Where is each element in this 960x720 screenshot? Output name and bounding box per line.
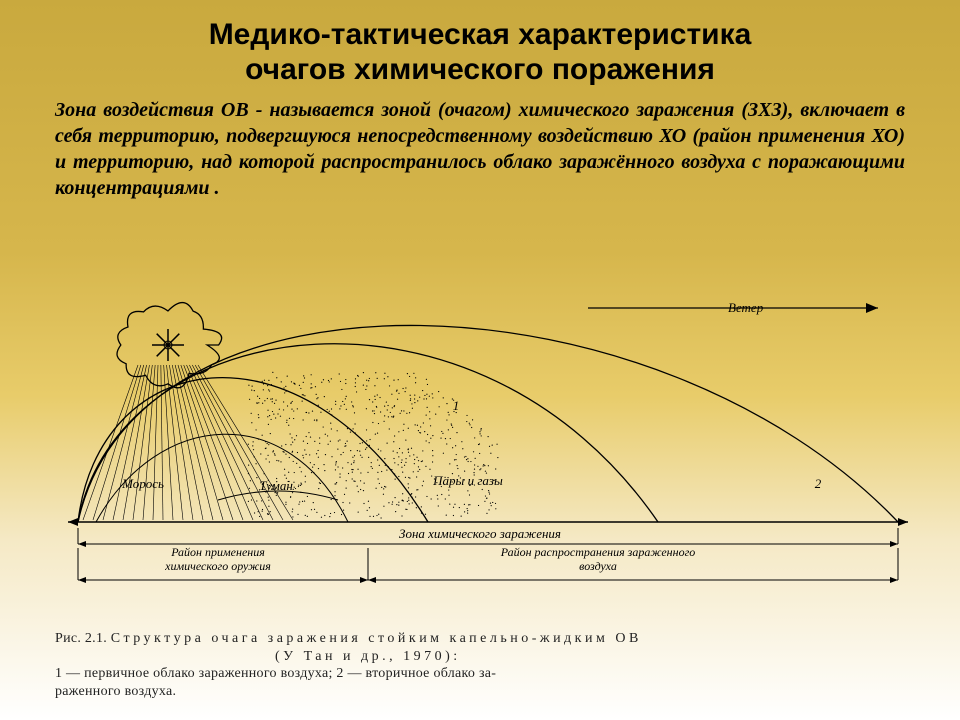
caption-l3: 1 — первичное облако зараженного воздуха… <box>55 666 496 681</box>
svg-text:химического оружия: химического оружия <box>164 559 271 573</box>
title-line2: очагов химического поражения <box>245 53 715 86</box>
diagram-svg: Ветер 1 2 Морось Туман Пары и газы Зона химиче… <box>38 290 922 590</box>
svg-text:Зона химического заражения: Зона химического заражения <box>399 526 561 541</box>
caption-l4: раженного воздуха. <box>55 684 176 699</box>
caption-l2: (У Тан и др., 1970): <box>275 649 461 664</box>
caption-l1: Структура очага заражения стойким капель… <box>111 631 642 646</box>
diagram: Ветер 1 2 Морось Туман Пары и газы Зона химиче… <box>38 290 922 670</box>
figure-caption: Рис. 2.1. Структура очага заражения стой… <box>55 630 915 700</box>
title-line1: Медико-тактическая характеристика <box>209 18 752 51</box>
svg-text:Ветер: Ветер <box>728 300 764 315</box>
svg-text:воздуха: воздуха <box>579 559 617 573</box>
svg-text:1: 1 <box>453 398 460 413</box>
svg-text:Район распространения зараженн: Район распространения зараженного <box>500 545 696 559</box>
svg-text:Пары и газы: Пары и газы <box>432 473 503 488</box>
svg-text:Морось: Морось <box>121 476 164 491</box>
svg-text:2: 2 <box>815 476 822 491</box>
svg-text:Район применения: Район применения <box>170 545 265 559</box>
body-paragraph: Зона воздействия ОВ - называется зоной (… <box>55 97 905 201</box>
svg-text:Туман: Туман <box>259 478 293 493</box>
slide-title: Медико-тактическая характеристика очагов… <box>55 18 905 87</box>
caption-label: Рис. 2.1. <box>55 631 111 646</box>
